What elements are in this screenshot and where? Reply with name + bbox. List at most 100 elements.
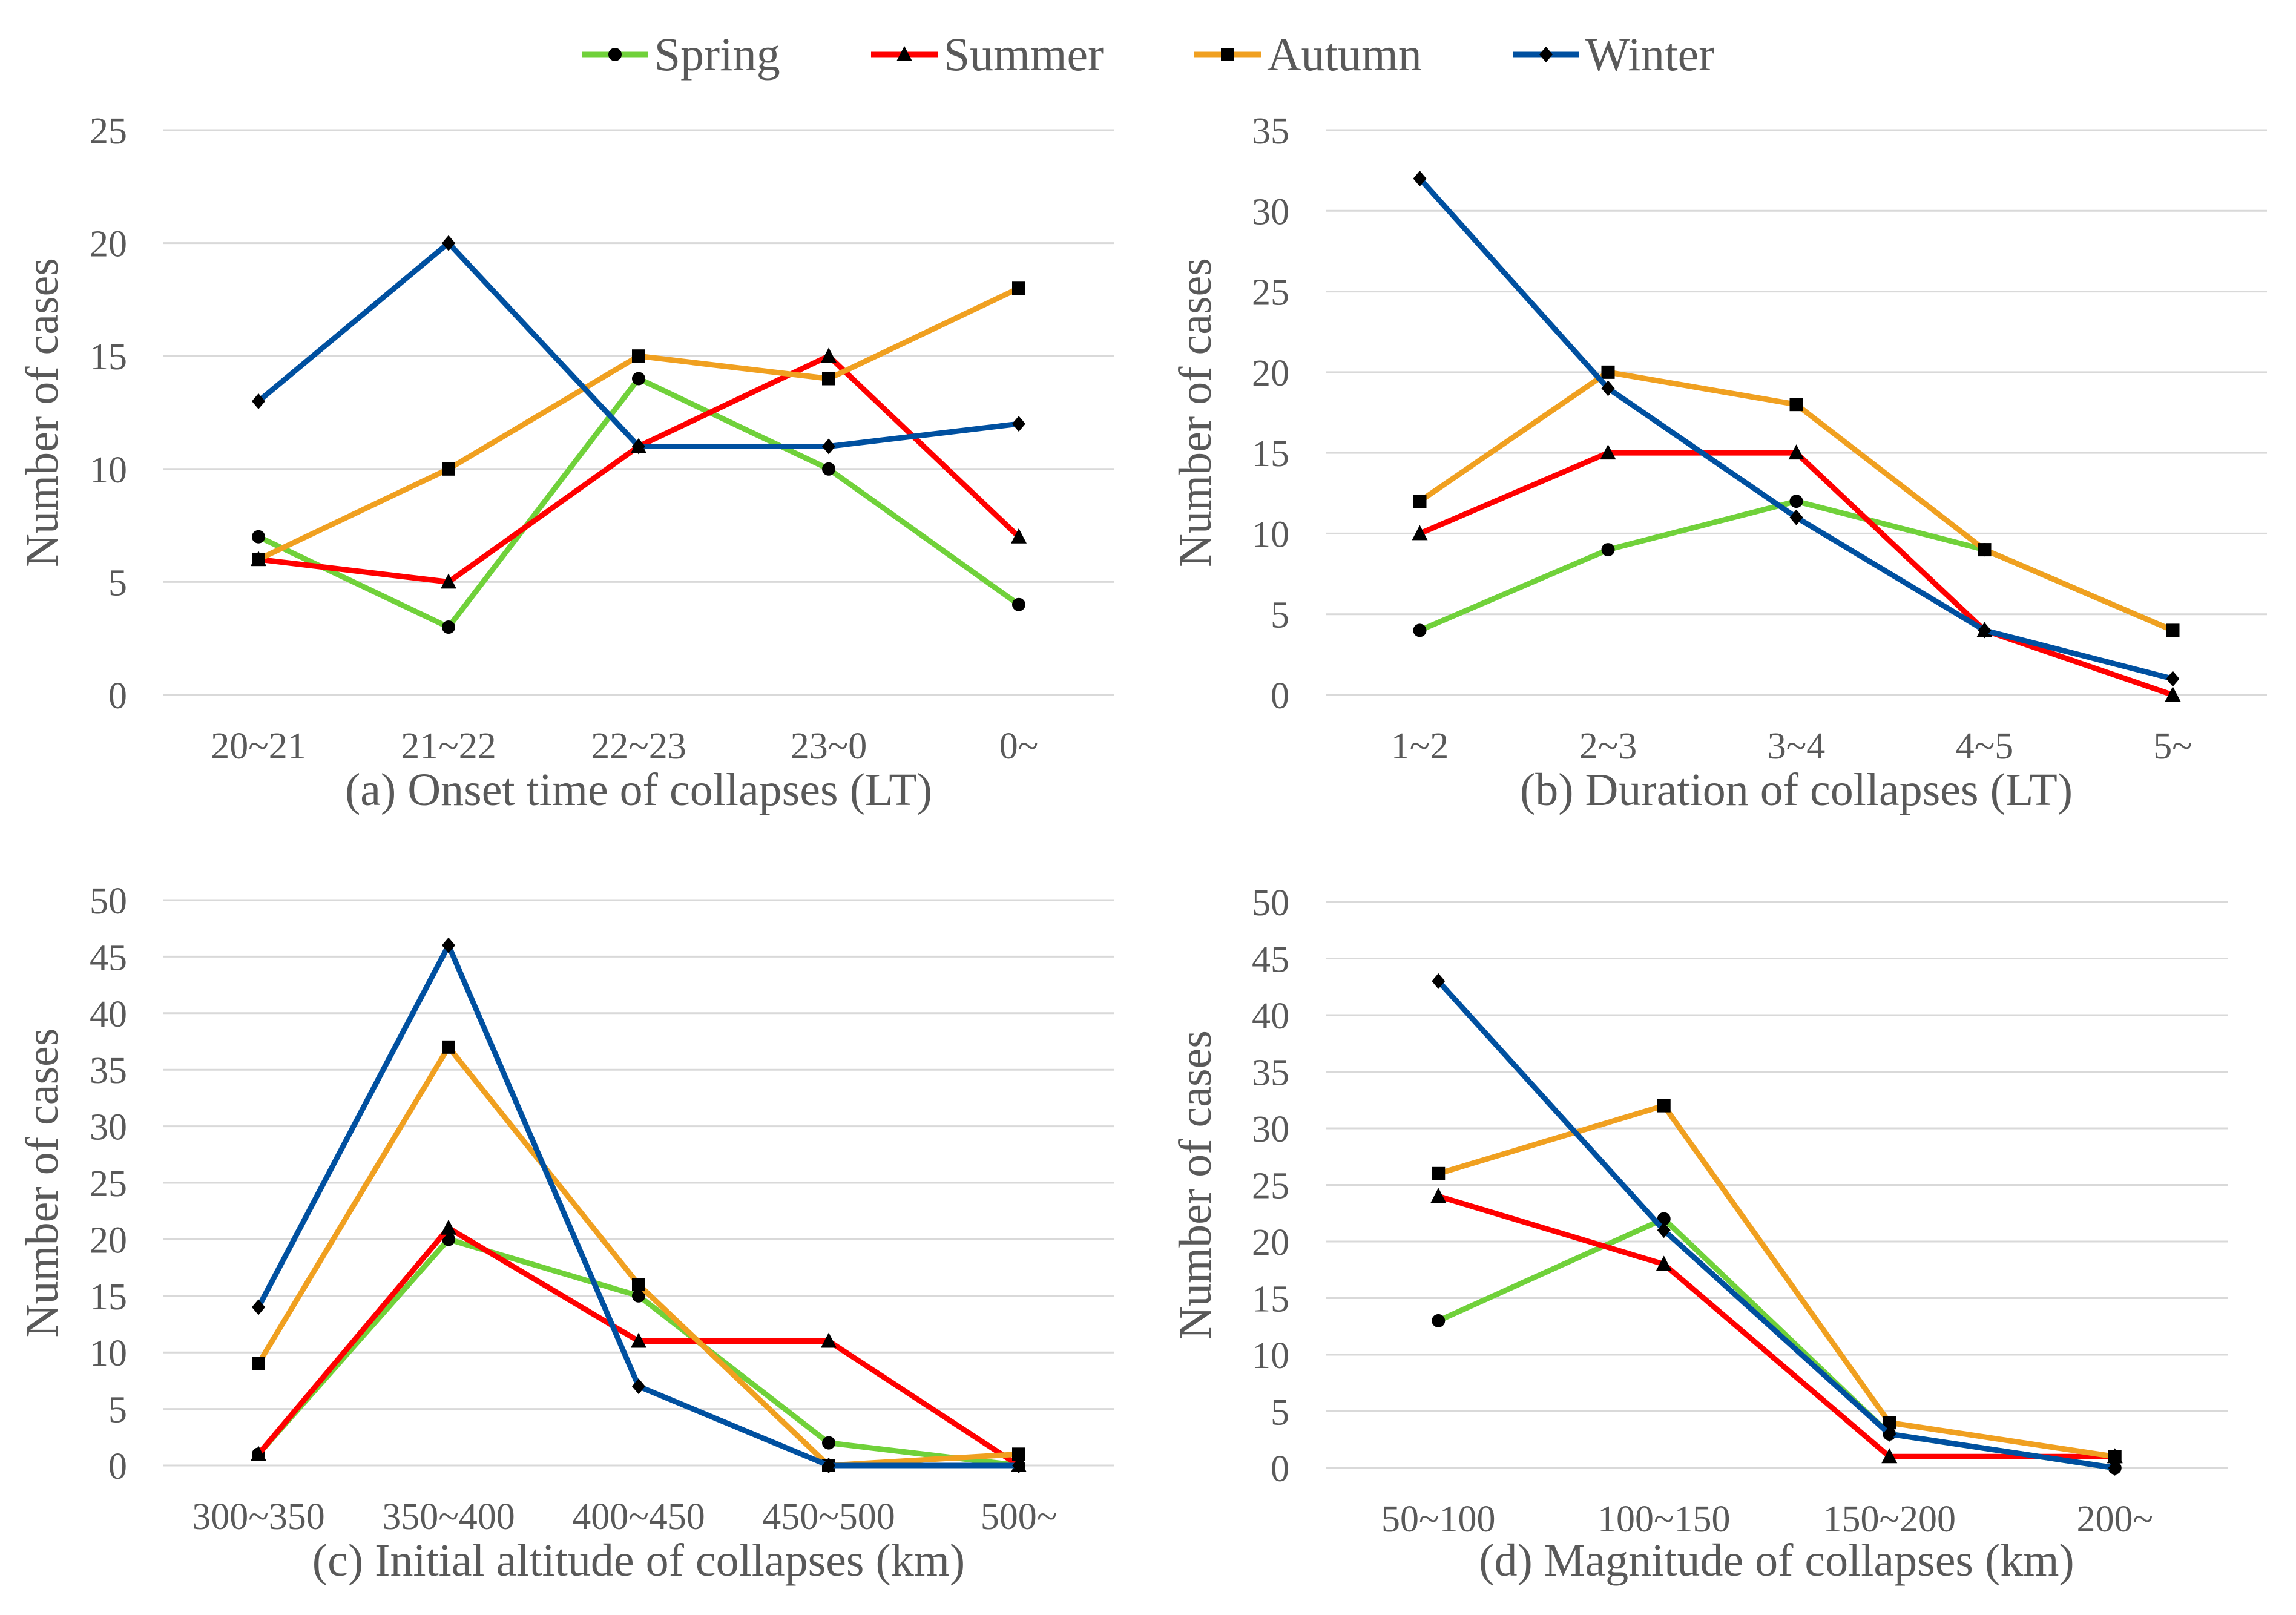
data-point-spring — [822, 462, 835, 476]
data-point-autumn — [1432, 1166, 1446, 1180]
data-point-winter — [442, 937, 455, 953]
x-tick-label: 50~100 — [1381, 1499, 1496, 1540]
panel-caption: (d) Magnitude of collapses (km) — [1479, 1535, 2074, 1586]
series-line-summer — [1417, 450, 2176, 698]
y-tick-label: 30 — [1252, 191, 1289, 232]
data-point-winter — [1012, 1458, 1025, 1473]
data-point-autumn — [1012, 281, 1025, 295]
data-point-autumn — [442, 1040, 455, 1054]
x-tick-label: 3~4 — [1768, 726, 1826, 767]
series-line-winter — [1435, 978, 2118, 1471]
panel-caption: (a) Onset time of collapses (LT) — [345, 765, 932, 815]
data-point-autumn — [252, 553, 265, 567]
data-point-autumn — [1789, 398, 1803, 412]
series-line-winter — [1417, 176, 2176, 682]
data-point-summer — [821, 347, 837, 363]
y-tick-label: 20 — [90, 1220, 127, 1261]
y-tick-label: 15 — [1252, 1279, 1289, 1320]
panel-caption: (b) Duration of collapses (LT) — [1520, 765, 2073, 815]
series-line-spring — [1435, 1216, 2118, 1471]
legend-swatch-autumn — [1194, 48, 1261, 61]
data-point-summer — [441, 1219, 456, 1235]
series-line-summer — [1435, 1193, 2118, 1459]
legend-item-winter: Winter — [1512, 28, 1715, 81]
data-point-summer — [631, 1332, 646, 1348]
data-point-winter — [442, 235, 455, 251]
x-tick-label: 2~3 — [1579, 726, 1637, 767]
y-tick-label: 45 — [1252, 939, 1289, 981]
data-point-autumn — [2108, 1450, 2122, 1464]
series-line-autumn — [1435, 1103, 2118, 1459]
x-tick-label: 0~ — [999, 726, 1039, 767]
data-point-autumn — [252, 1357, 265, 1370]
data-point-spring — [1432, 1314, 1446, 1327]
data-point-spring — [1789, 495, 1803, 508]
y-tick-label: 10 — [1252, 1335, 1289, 1377]
y-tick-label: 5 — [108, 1390, 127, 1431]
y-tick-label: 25 — [90, 1163, 127, 1205]
y-tick-label: 10 — [90, 450, 127, 491]
data-point-summer — [2165, 686, 2181, 702]
x-tick-label: 5~ — [2153, 726, 2192, 767]
panel-caption: (c) Initial altitude of collapses (km) — [312, 1535, 965, 1586]
data-point-spring — [632, 1289, 645, 1303]
legend-label-spring: Spring — [654, 28, 780, 81]
y-tick-label: 35 — [1252, 1053, 1289, 1094]
data-point-autumn — [632, 349, 645, 363]
y-tick-label: 25 — [1252, 1166, 1289, 1207]
x-tick-label: 1~2 — [1391, 726, 1449, 767]
legend-marker-winter — [1539, 47, 1553, 62]
x-tick-label: 21~22 — [401, 726, 496, 767]
x-tick-label: 450~500 — [762, 1496, 895, 1538]
legend-item-autumn: Autumn — [1194, 31, 1422, 78]
data-point-winter — [1413, 170, 1427, 186]
legend-label-autumn: Autumn — [1267, 28, 1422, 81]
data-point-spring — [632, 372, 645, 386]
y-tick-label: 30 — [1252, 1109, 1289, 1150]
x-tick-label: 350~400 — [382, 1496, 515, 1538]
legend-marker-autumn — [1221, 48, 1235, 61]
legend-swatch-winter — [1512, 47, 1579, 62]
x-tick-label: 4~5 — [1956, 726, 2014, 767]
y-tick-label: 5 — [1271, 595, 1289, 636]
data-point-autumn — [632, 1278, 645, 1292]
data-point-autumn — [1601, 365, 1615, 379]
data-point-spring — [1601, 543, 1615, 557]
y-tick-label: 40 — [90, 994, 127, 1035]
data-point-summer — [1600, 444, 1616, 460]
x-tick-label: 300~350 — [192, 1496, 325, 1538]
data-point-winter — [2166, 671, 2180, 687]
y-tick-label: 20 — [1252, 353, 1289, 394]
legend-item-spring: Spring — [581, 28, 780, 81]
data-point-autumn — [442, 462, 455, 476]
y-tick-label: 50 — [90, 881, 127, 922]
data-point-spring — [1657, 1212, 1671, 1226]
y-tick-label: 35 — [90, 1050, 127, 1091]
data-point-winter — [1657, 1222, 1671, 1238]
data-point-summer — [1881, 1448, 1898, 1464]
data-point-summer — [1011, 528, 1027, 544]
data-point-summer — [1656, 1255, 1672, 1271]
y-tick-label: 35 — [1252, 111, 1289, 152]
y-tick-label: 5 — [1271, 1392, 1289, 1433]
data-point-autumn — [1978, 543, 1992, 557]
y-axis-label: Number of cases — [1170, 1030, 1221, 1340]
legend-label-summer: Summer — [943, 28, 1104, 81]
y-tick-label: 20 — [1252, 1222, 1289, 1263]
x-tick-label: 200~ — [2076, 1499, 2153, 1540]
series-line-autumn — [255, 1044, 1022, 1469]
data-point-summer — [1412, 525, 1428, 541]
data-point-winter — [1601, 380, 1615, 396]
y-tick-label: 5 — [108, 562, 127, 604]
y-tick-label: 25 — [90, 111, 127, 152]
x-tick-label: 100~150 — [1597, 1499, 1731, 1540]
legend-label-winter: Winter — [1585, 28, 1715, 81]
data-point-winter — [1978, 622, 1992, 639]
y-tick-label: 0 — [1271, 676, 1289, 717]
legend-marker-summer — [896, 46, 912, 61]
y-tick-label: 40 — [1252, 996, 1289, 1037]
data-point-winter — [822, 1458, 835, 1473]
data-point-winter — [1883, 1426, 1896, 1442]
legend-marker-spring — [608, 48, 622, 61]
